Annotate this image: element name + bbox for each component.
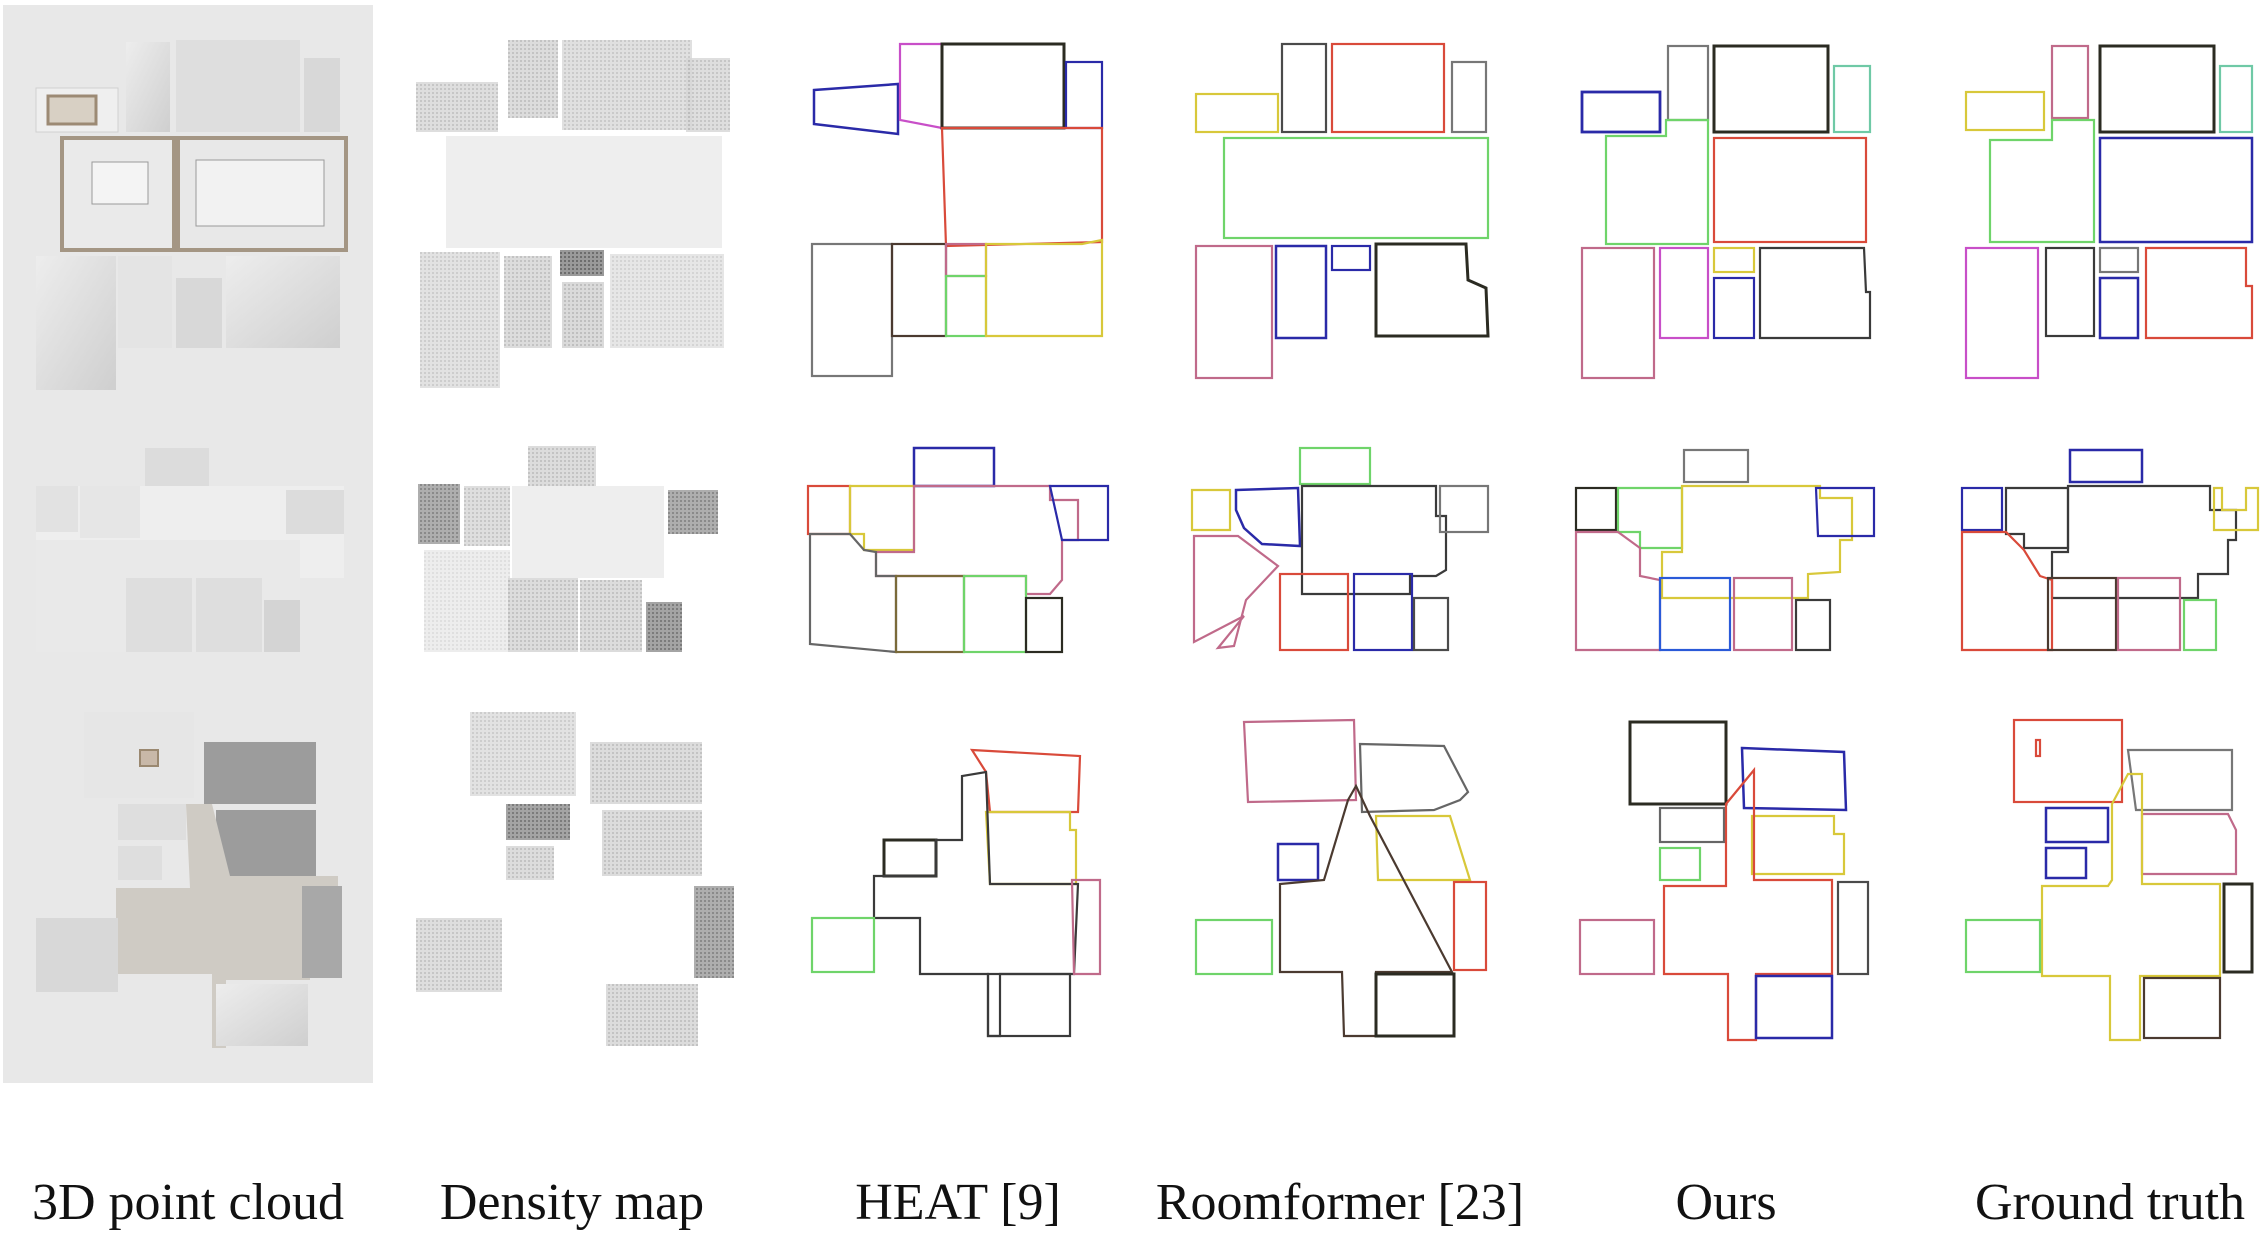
point-cloud-row-1 <box>35 40 348 390</box>
density-map-row-3 <box>416 712 734 1046</box>
caption-density-map: Density map <box>439 1174 705 1231</box>
density-map-row-2 <box>418 446 718 652</box>
roomformer-row-3 <box>1194 718 1488 1038</box>
column-captions: 3D point cloud Density map HEAT [9] Room… <box>0 1168 2266 1238</box>
roomformer-row-1 <box>1194 42 1490 380</box>
ours-row-1 <box>1580 44 1872 380</box>
heat-row-2 <box>806 446 1110 654</box>
ground-truth-row-1 <box>1964 44 2254 380</box>
roomformer-row-2 <box>1190 446 1490 652</box>
ground-truth-row-3 <box>1964 718 2254 1042</box>
caption-ground-truth: Ground truth <box>1974 1174 2246 1231</box>
point-cloud-row-3 <box>36 712 342 1048</box>
caption-roomformer: Roomformer [23] <box>1155 1174 1525 1231</box>
caption-ours: Ours <box>1675 1174 1777 1231</box>
caption-heat: HEAT [9] <box>855 1174 1061 1231</box>
caption-point-cloud: 3D point cloud <box>32 1174 344 1231</box>
ground-truth-row-2 <box>1960 448 2260 652</box>
heat-row-1 <box>810 42 1104 378</box>
heat-row-3 <box>810 748 1102 1038</box>
ours-row-3 <box>1578 720 1870 1042</box>
density-map-row-1 <box>416 40 730 388</box>
point-cloud-row-2 <box>36 448 344 652</box>
ours-row-2 <box>1574 448 1876 652</box>
